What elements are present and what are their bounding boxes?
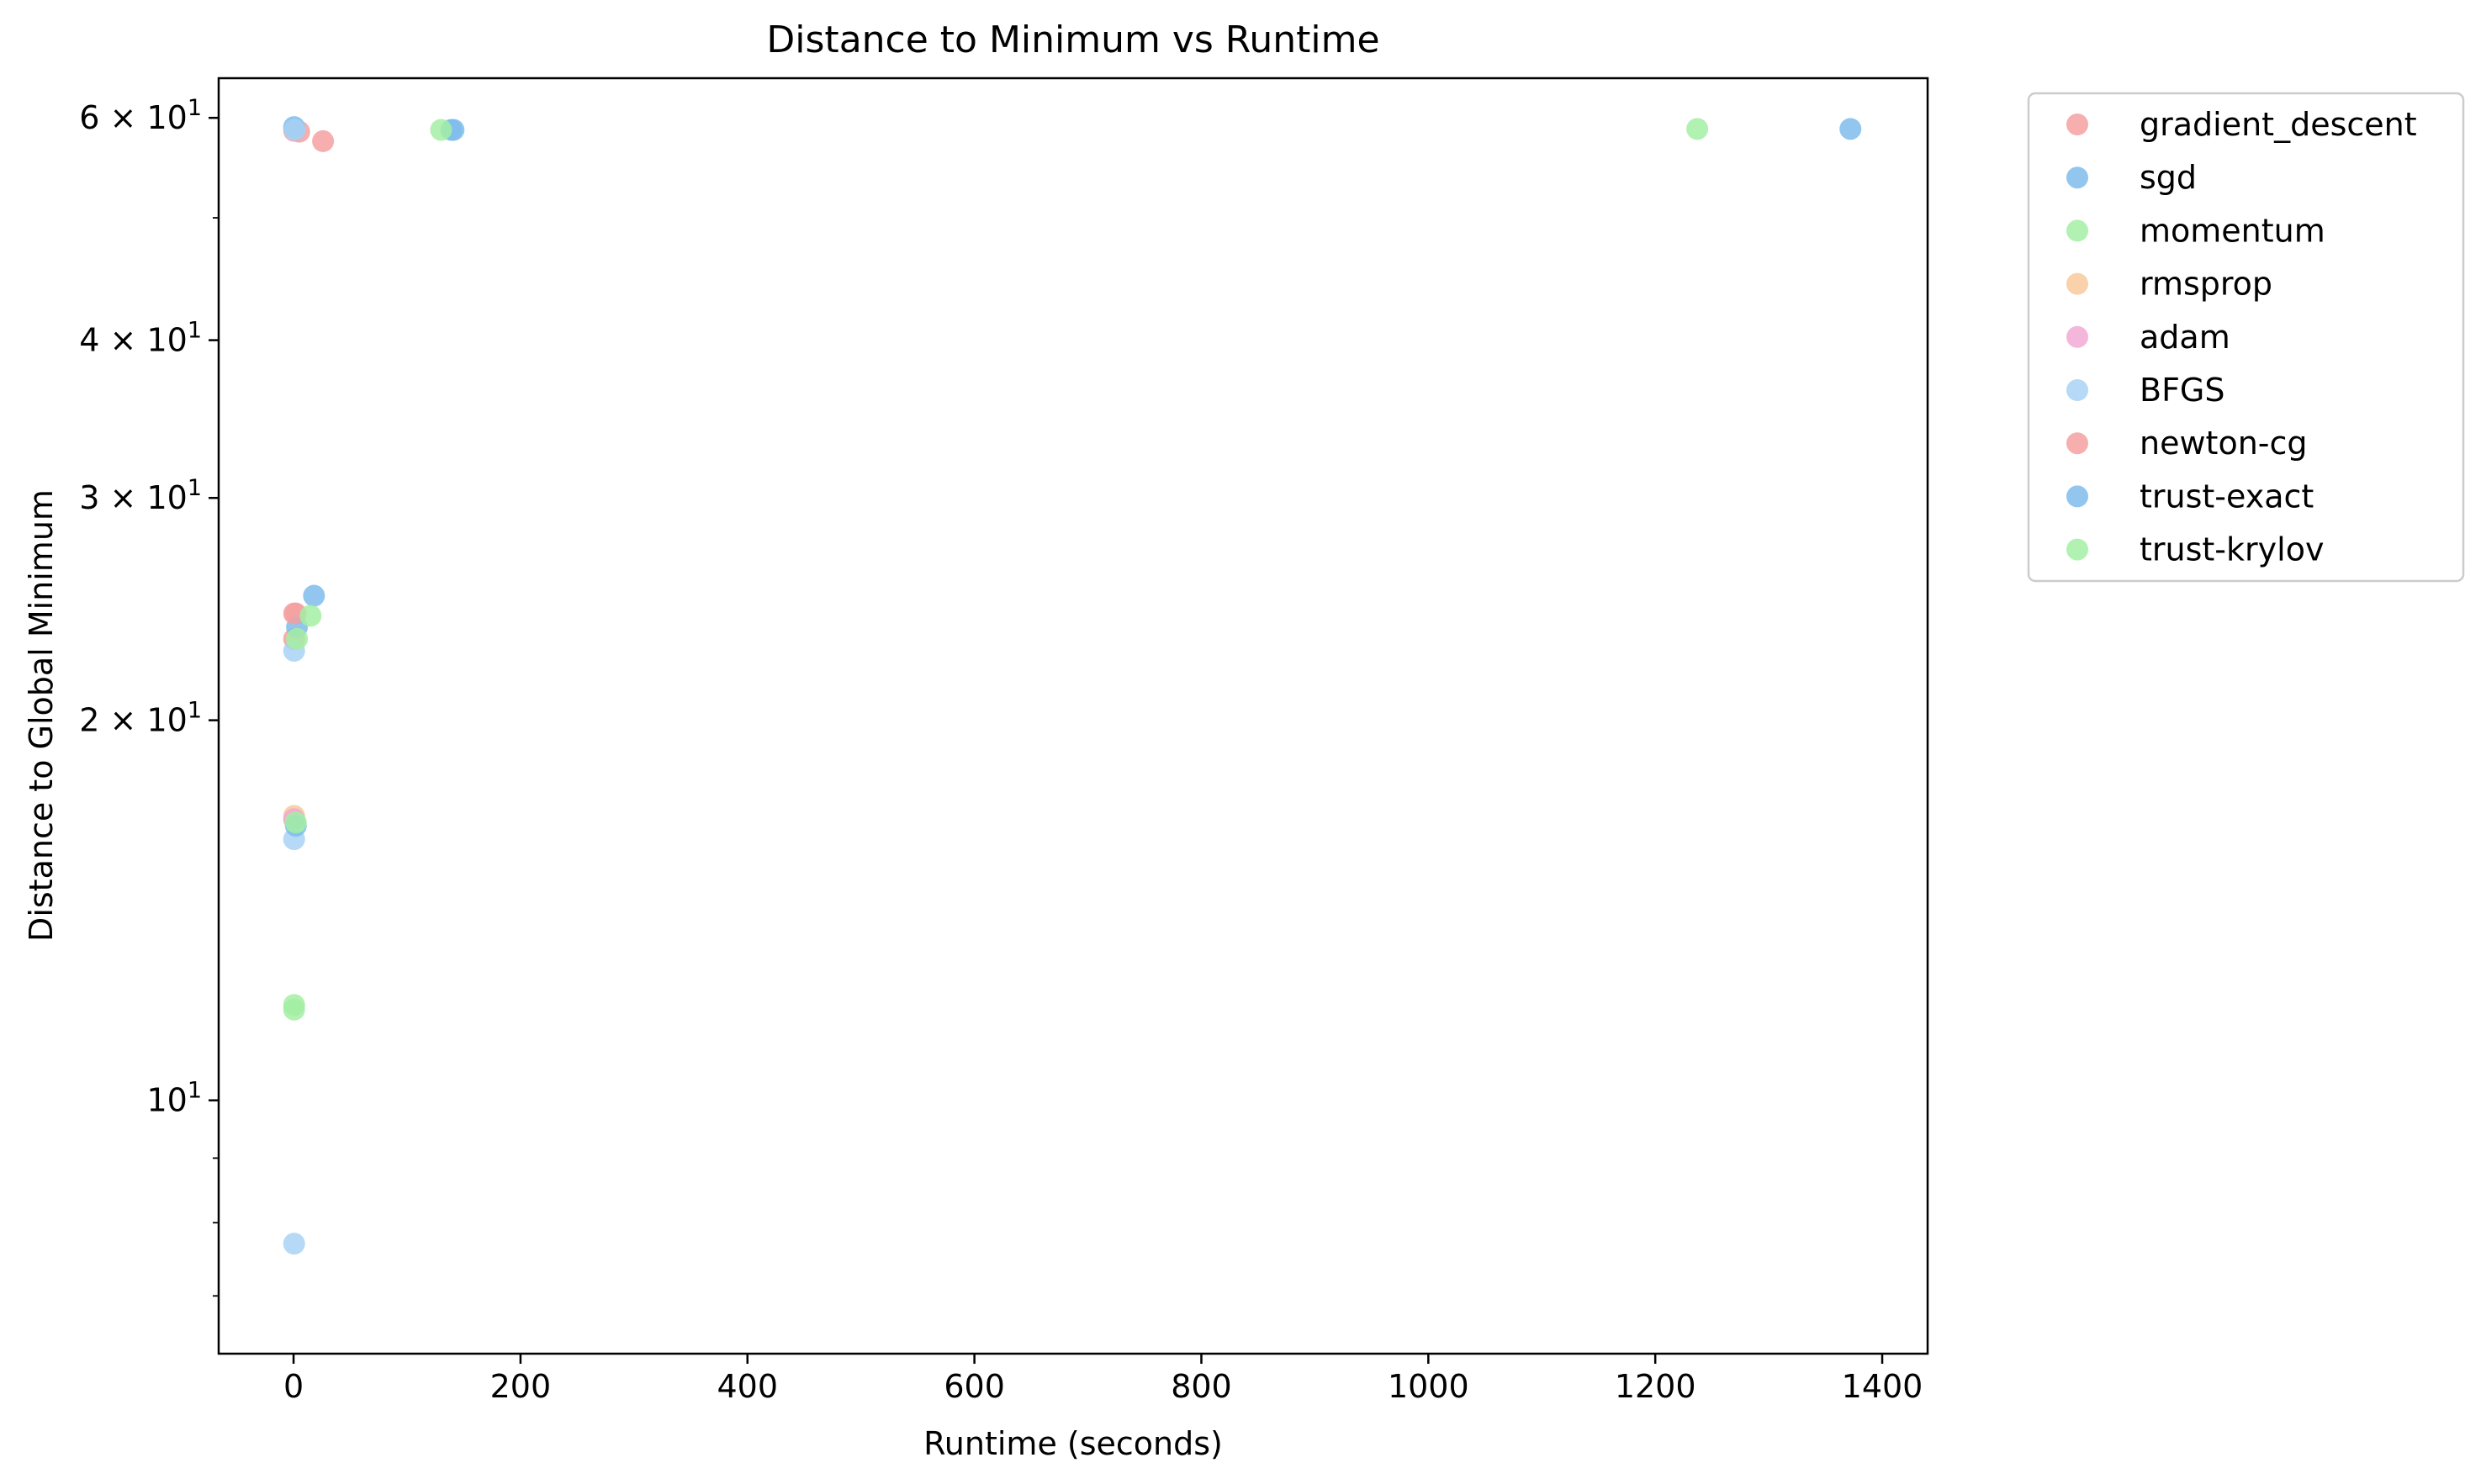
data-point: [284, 811, 307, 834]
data-point: [286, 627, 309, 650]
legend-marker: [2066, 379, 2088, 401]
legend-label: gradient_descent: [2140, 106, 2417, 143]
y-axis-label: Distance to Global Minimum: [23, 489, 60, 942]
data-point: [1686, 118, 1709, 140]
data-point: [312, 129, 335, 152]
legend-marker: [2066, 114, 2088, 135]
legend-label: adam: [2140, 319, 2230, 356]
legend-marker: [2066, 325, 2088, 348]
plot-markers: [283, 116, 1862, 1255]
legend-marker: [2066, 485, 2088, 508]
x-axis-label: Runtime (seconds): [923, 1425, 1223, 1462]
legend-marker: [2066, 219, 2088, 242]
y-tick-label: 4 × 101: [79, 318, 202, 359]
x-axis-ticks: 0 200 400 600 800 1000 1200 1400: [283, 1354, 1923, 1405]
y-tick-label: 6 × 101: [79, 95, 202, 136]
legend-label: trust-krylov: [2140, 531, 2324, 568]
x-tick-label: 1000: [1388, 1368, 1469, 1405]
data-point: [283, 1233, 305, 1255]
data-point: [283, 119, 306, 141]
x-tick-label: 600: [944, 1368, 1005, 1405]
x-tick-label: 1400: [1842, 1368, 1923, 1405]
legend-label: momentum: [2140, 212, 2325, 249]
legend-label: newton-cg: [2140, 425, 2308, 462]
x-tick-label: 800: [1171, 1368, 1232, 1405]
data-point: [283, 602, 305, 625]
data-point: [299, 605, 322, 627]
legend-label: sgd: [2140, 159, 2197, 196]
legend-frame: [2027, 92, 2465, 583]
legend-label: BFGS: [2140, 372, 2225, 409]
x-tick-label: 200: [490, 1368, 552, 1405]
legend-marker: [2066, 432, 2088, 455]
y-axis-ticks: 101 2 × 101 3 × 101 4 × 101 6 × 101: [79, 95, 219, 1297]
data-point: [430, 119, 452, 141]
data-point: [1839, 118, 1862, 140]
data-point: [303, 584, 325, 607]
legend-marker: [2066, 272, 2088, 295]
legend-label: rmsprop: [2140, 266, 2272, 303]
y-tick-label: 101: [146, 1078, 202, 1119]
legend-label: trust-exact: [2140, 478, 2314, 515]
y-tick-label: 3 × 101: [79, 475, 202, 516]
legend-marker: [2066, 166, 2088, 189]
chart-title: Distance to Minimum vs Runtime: [766, 18, 1379, 61]
plot-area-frame: [217, 77, 1929, 1355]
legend-marker: [2066, 538, 2088, 561]
x-tick-label: 400: [717, 1368, 778, 1405]
y-tick-label: 2 × 101: [79, 698, 202, 739]
x-tick-label: 0: [283, 1368, 304, 1405]
data-point: [283, 998, 305, 1021]
x-tick-label: 1200: [1615, 1368, 1696, 1405]
